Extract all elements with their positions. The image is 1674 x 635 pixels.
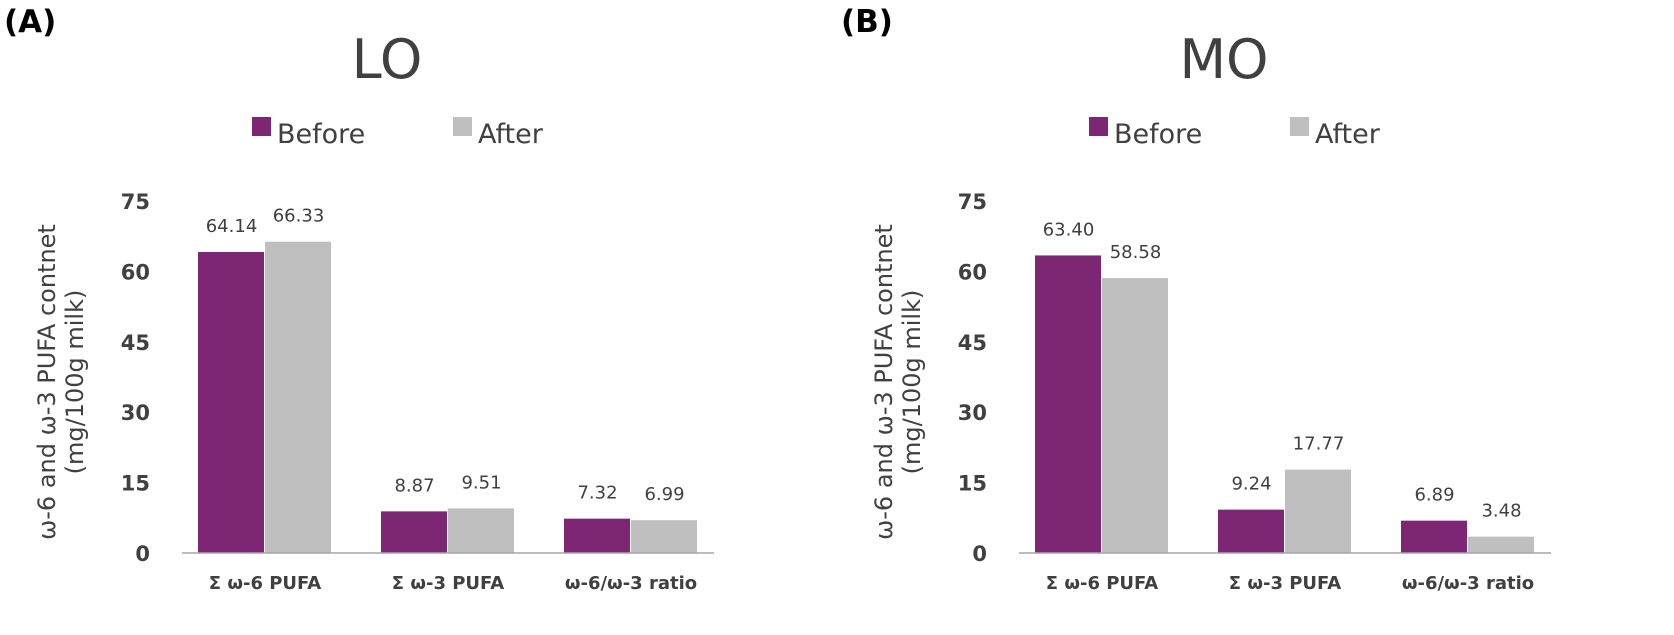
- bar-chart-lo: LO Before After ω-6 and ω-3 PUFA contnet (mg…: [33, 28, 714, 594]
- data-label: 9.24: [1231, 474, 1271, 495]
- y-tick-label: 15: [121, 472, 150, 496]
- legend-swatch-before: [1089, 117, 1108, 136]
- data-label: 58.58: [1110, 242, 1162, 263]
- x-category-label: ω-6/ω-3 ratio: [1402, 573, 1534, 594]
- panel-letter: (A): [4, 4, 57, 40]
- y-axis-label-units: (mg/100g milk): [61, 290, 89, 475]
- y-tick-label: 0: [972, 542, 987, 566]
- data-label: 63.40: [1043, 219, 1095, 240]
- legend-label-after: After: [478, 119, 544, 150]
- x-category-label: Σ ω-3 PUFA: [1229, 573, 1342, 594]
- data-label: 3.48: [1481, 501, 1521, 522]
- y-tick-label: 45: [958, 331, 987, 355]
- chart-panel-a: (A) LO Before After ω-6 and ω-3 PUFA contne…: [4, 4, 714, 594]
- x-category-label: Σ ω-3 PUFA: [392, 573, 505, 594]
- data-label: 8.87: [394, 475, 434, 496]
- data-label: 9.51: [461, 472, 501, 493]
- bar-before: [564, 518, 630, 553]
- bar-before: [1218, 509, 1284, 553]
- y-tick-label: 30: [958, 401, 987, 425]
- chart-title: MO: [1179, 28, 1268, 91]
- bar-after: [1285, 469, 1351, 553]
- y-tick-label: 0: [135, 542, 150, 566]
- bar-before: [1035, 255, 1101, 553]
- bar-before: [198, 251, 264, 553]
- legend-swatch-after: [1290, 117, 1309, 136]
- legend-label-after: After: [1315, 119, 1381, 150]
- legend-swatch-after: [453, 117, 472, 136]
- y-tick-label: 60: [121, 260, 150, 284]
- bar-before: [1401, 520, 1467, 553]
- bar-chart-mo: MO Before After ω-6 and ω-3 PUFA contnet (mg…: [870, 28, 1551, 594]
- y-axis-label: ω-6 and ω-3 PUFA contnet: [870, 224, 898, 540]
- y-tick-label: 75: [958, 190, 987, 214]
- y-axis-label-units: (mg/100g milk): [898, 290, 926, 475]
- bar-after: [631, 520, 697, 553]
- chart-panel-b: (B) MO Before After ω-6 and ω-3 PUFA contne…: [837, 0, 1674, 635]
- x-category-label: ω-6/ω-3 ratio: [565, 573, 697, 594]
- data-label: 66.33: [273, 206, 325, 227]
- x-category-label: Σ ω-6 PUFA: [1046, 573, 1159, 594]
- data-label: 7.32: [577, 483, 617, 504]
- y-tick-label: 15: [958, 472, 987, 496]
- y-tick-label: 60: [958, 260, 987, 284]
- bar-after: [265, 241, 331, 553]
- y-tick-label: 45: [121, 331, 150, 355]
- panel-letter: (B): [841, 4, 893, 40]
- data-label: 6.89: [1414, 485, 1454, 506]
- bar-before: [381, 511, 447, 553]
- bar-after: [448, 508, 514, 553]
- y-tick-label: 75: [121, 190, 150, 214]
- legend-label-before: Before: [1114, 119, 1202, 150]
- bar-after: [1102, 278, 1168, 553]
- bar-after: [1468, 536, 1534, 553]
- legend-label-before: Before: [277, 119, 365, 150]
- data-label: 64.14: [206, 216, 258, 237]
- y-tick-label: 30: [121, 401, 150, 425]
- chart-title: LO: [352, 28, 423, 91]
- y-axis-label: ω-6 and ω-3 PUFA contnet: [33, 224, 61, 540]
- x-category-label: Σ ω-6 PUFA: [209, 573, 322, 594]
- legend-swatch-before: [252, 117, 271, 136]
- data-label: 6.99: [644, 484, 684, 505]
- data-label: 17.77: [1293, 434, 1345, 455]
